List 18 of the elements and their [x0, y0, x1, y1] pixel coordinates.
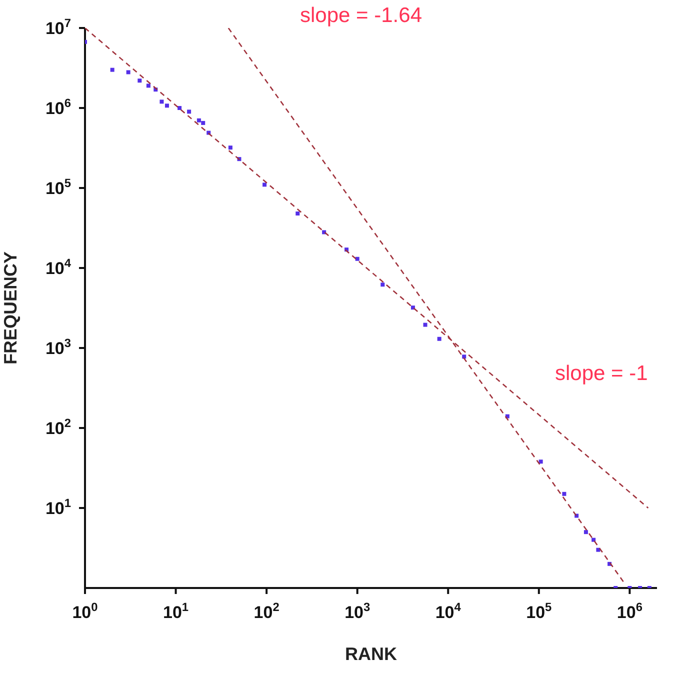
annotation: slope = -1	[555, 362, 648, 386]
x-tick-label: 10$^{1}$	[163, 600, 189, 622]
x-tick-label: 10$^{5}$	[526, 600, 552, 622]
y-tick-label: 10$^{4}$	[45, 256, 72, 278]
y-tick-label: 10$^{7}$	[45, 16, 72, 38]
y-axis-title: FREQUENCY	[0, 251, 20, 365]
x-tick-label: 10$^{3}$	[344, 600, 370, 622]
y-tick-label: 10$^{5}$	[45, 176, 72, 198]
x-axis-title: RANK	[345, 644, 397, 664]
x-tick-label: 10$^{4}$	[435, 600, 462, 622]
text: slope = -1.64	[300, 4, 422, 28]
y-tick-label: 10$^{2}$	[45, 416, 72, 438]
x-tick-label: 10$^{0}$	[72, 600, 98, 622]
y-tick-label: 10$^{6}$	[45, 96, 72, 118]
x-tick-label: 10$^{6}$	[616, 600, 643, 622]
y-tick-label: 10$^{1}$	[45, 496, 72, 518]
y-tick-label: 10$^{3}$	[45, 336, 72, 358]
x-tick-label: 10$^{2}$	[254, 600, 280, 622]
